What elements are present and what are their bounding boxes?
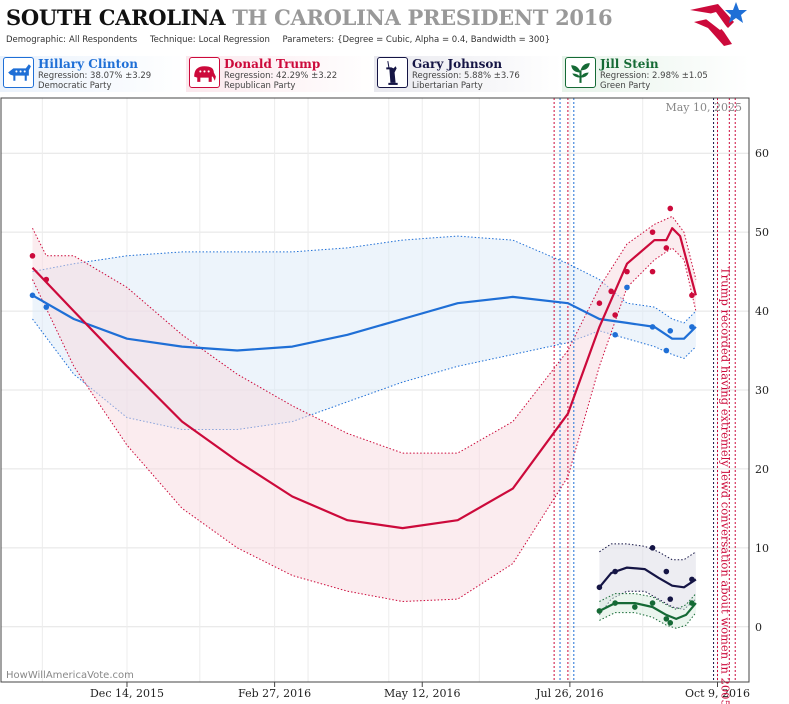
y-tick-label: 0 bbox=[755, 621, 762, 634]
plant-icon bbox=[565, 57, 596, 88]
poll-point bbox=[612, 600, 618, 606]
poll-point bbox=[649, 545, 656, 551]
poll-point bbox=[608, 288, 615, 295]
legend-clinton: Hillary Clinton Regression: 38.07% ±3.29… bbox=[0, 56, 186, 92]
candidate-regression: Regression: 5.88% ±3.76 bbox=[412, 71, 520, 81]
x-tick-label: Feb 27, 2016 bbox=[238, 687, 311, 700]
candidate-party: Libertarian Party bbox=[412, 81, 483, 91]
poll-points bbox=[29, 205, 695, 626]
legend-stein: Jill Stein Regression: 2.98% ±1.05 Green… bbox=[562, 56, 750, 92]
candidate-party: Democratic Party bbox=[38, 81, 112, 91]
candidate-party: Green Party bbox=[600, 81, 651, 91]
parameter-line: Demographic: All Respondents Technique: Lo… bbox=[6, 35, 560, 45]
chart-header: SOUTH CAROLINA TH CAROLINA PRESIDENT 201… bbox=[0, 0, 789, 52]
poll-point bbox=[649, 268, 656, 275]
y-tick-label: 20 bbox=[755, 463, 769, 476]
poll-point bbox=[43, 276, 50, 283]
param-label: Demographic: bbox=[6, 35, 67, 45]
band-upper-line bbox=[32, 215, 697, 454]
poll-point bbox=[596, 584, 603, 591]
y-tick-label: 30 bbox=[755, 384, 769, 397]
poll-point bbox=[596, 608, 603, 614]
poll-point bbox=[624, 284, 630, 291]
event-lines bbox=[553, 98, 736, 682]
param-label: Parameters: bbox=[282, 35, 335, 45]
plot-frame bbox=[0, 97, 750, 683]
param-label: Technique: bbox=[149, 35, 196, 45]
y-tick-label: 50 bbox=[755, 226, 769, 239]
poll-point bbox=[612, 568, 618, 575]
legend-trump: Donald Trump Regression: 42.29% ±3.22 Re… bbox=[186, 56, 374, 92]
candidate-name: Gary Johnson bbox=[412, 57, 503, 71]
poll-point bbox=[649, 229, 656, 235]
poll-point bbox=[689, 600, 695, 606]
poll-point bbox=[667, 205, 674, 212]
donkey-icon bbox=[3, 57, 34, 88]
poll-point bbox=[667, 620, 674, 626]
candidate-name: Hillary Clinton bbox=[38, 57, 138, 71]
event-annotation: Trump recorded having extremely lewd con… bbox=[719, 267, 733, 704]
band-upper-line bbox=[32, 235, 697, 324]
candidate-name: Jill Stein bbox=[600, 57, 659, 71]
candidate-name: Donald Trump bbox=[224, 57, 321, 71]
poll-point bbox=[689, 576, 695, 583]
poll-point bbox=[667, 596, 674, 602]
poll-point bbox=[649, 600, 656, 606]
regression-line bbox=[31, 227, 697, 530]
legend-johnson: Gary Johnson Regression: 5.88% ±3.76 Lib… bbox=[374, 56, 562, 92]
confidence-band bbox=[32, 216, 696, 602]
x-tick-label: Oct 9, 2016 bbox=[685, 687, 750, 700]
regression-line bbox=[598, 602, 697, 620]
poll-point bbox=[612, 312, 618, 318]
poll-point bbox=[29, 292, 36, 299]
x-tick-label: Dec 14, 2015 bbox=[90, 687, 164, 700]
y-tick-label: 60 bbox=[755, 147, 769, 160]
poll-point bbox=[663, 616, 670, 622]
watermark: HowWillAmericaVote.com bbox=[6, 670, 134, 681]
poll-point bbox=[649, 324, 656, 330]
statue-of-liberty-icon bbox=[377, 57, 408, 88]
site-logo-icon bbox=[690, 2, 747, 46]
chart-title: SOUTH CAROLINA TH CAROLINA PRESIDENT 201… bbox=[6, 5, 613, 30]
poll-point bbox=[43, 304, 50, 310]
candidate-regression: Regression: 38.07% ±3.29 bbox=[38, 71, 152, 81]
param-value: {Degree = Cubic, Alpha = 0.4, Bandwidth … bbox=[337, 35, 551, 45]
poll-point bbox=[689, 324, 695, 330]
candidate-regression: Regression: 42.29% ±3.22 bbox=[224, 71, 338, 81]
param-value: Local Regression bbox=[198, 35, 270, 45]
poll-point bbox=[689, 292, 695, 299]
poll-point bbox=[624, 268, 630, 275]
poll-point bbox=[663, 245, 670, 251]
x-tick-label: Jul 26, 2016 bbox=[535, 687, 604, 700]
y-tick-label: 40 bbox=[755, 305, 769, 318]
candidate-party: Republican Party bbox=[224, 81, 296, 91]
date-label: May 10, 2025 bbox=[665, 101, 742, 114]
band-lower-line bbox=[599, 612, 697, 629]
param-value: All Respondents bbox=[69, 35, 138, 45]
poll-point bbox=[663, 347, 670, 354]
poll-chart: 0 10 20 30 40 50 60 Dec 14, 2015 Feb 27, 2016 May… bbox=[0, 97, 769, 704]
poll-point bbox=[667, 328, 674, 334]
regression-line bbox=[31, 294, 697, 352]
poll-point bbox=[632, 604, 638, 610]
axis-labels: 0 10 20 30 40 50 60 Dec 14, 2015 Feb 27, 2016 May… bbox=[90, 147, 769, 700]
title-state: SOUTH CAROLINA bbox=[6, 5, 226, 30]
band-upper-line bbox=[599, 543, 697, 561]
y-tick-label: 10 bbox=[755, 542, 769, 555]
poll-point bbox=[612, 331, 618, 338]
poll-point bbox=[663, 568, 670, 575]
elephant-icon bbox=[189, 57, 220, 88]
poll-point bbox=[596, 300, 603, 306]
title-race: TH CAROLINA PRESIDENT 2016 bbox=[232, 5, 613, 30]
band-lower-line bbox=[598, 590, 697, 616]
candidate-regression: Regression: 2.98% ±1.05 bbox=[600, 71, 708, 81]
band-upper-line bbox=[599, 593, 697, 610]
poll-point bbox=[29, 253, 36, 259]
x-tick-label: May 12, 2016 bbox=[384, 687, 461, 700]
confidence-bands bbox=[32, 215, 697, 629]
